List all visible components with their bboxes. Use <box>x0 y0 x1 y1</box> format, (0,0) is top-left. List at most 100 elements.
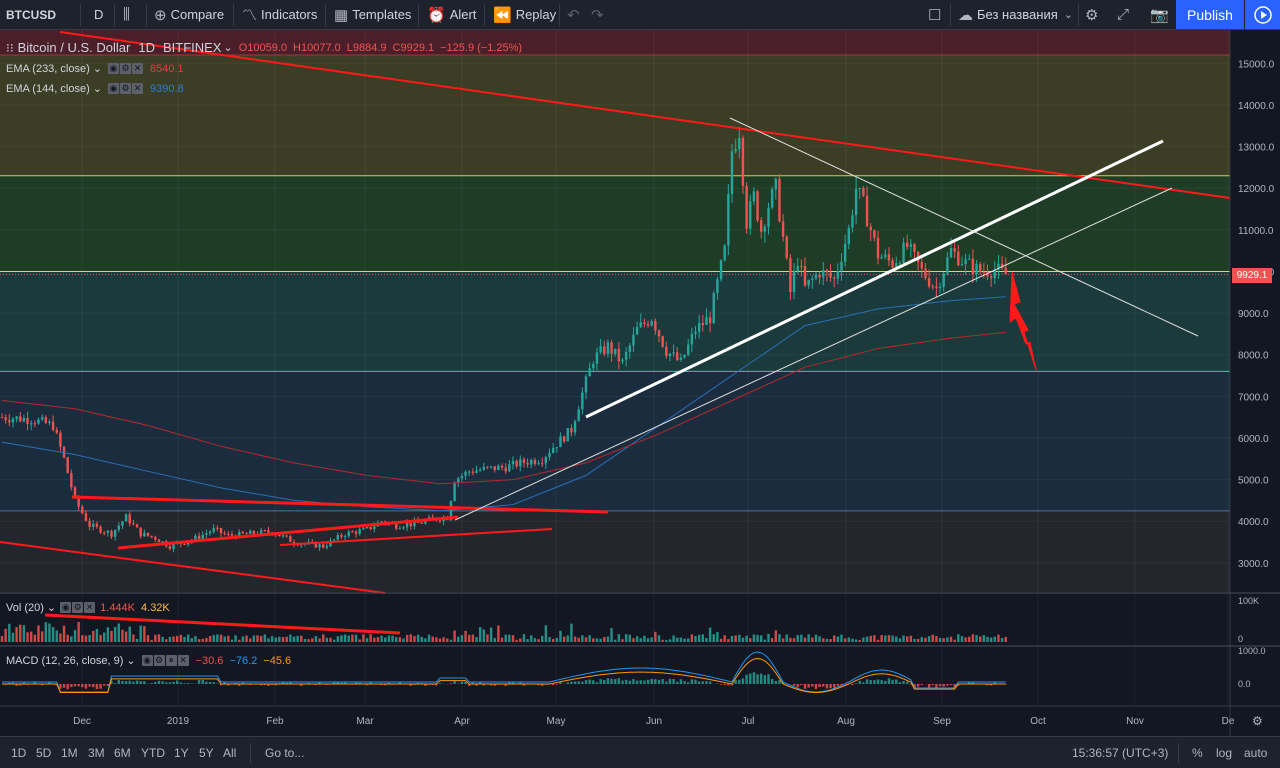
close-icon[interactable]: ✕ <box>177 655 189 666</box>
legend-collapse-icon[interactable]: ⁝⁝ <box>6 40 14 55</box>
candle-body <box>577 409 580 422</box>
range-1y[interactable]: 1Y <box>174 737 189 768</box>
volume-bar <box>730 635 734 642</box>
macd-histogram-bar <box>862 682 865 684</box>
chevron-down-icon[interactable]: ⌄ <box>223 42 233 54</box>
volume-bar <box>774 630 777 642</box>
macd-histogram-bar <box>873 680 876 684</box>
eye-icon[interactable]: ◉ <box>107 63 119 74</box>
candle-body <box>701 322 704 325</box>
range-1m[interactable]: 1M <box>61 737 78 768</box>
price-axis-label: 4000.0 <box>1238 517 1269 528</box>
snapshot-button[interactable]: 📷 <box>1150 0 1173 29</box>
macd-histogram-bar <box>183 683 186 684</box>
interval-button[interactable]: D <box>94 0 103 29</box>
candle-body <box>267 530 270 533</box>
macd-histogram-bar <box>482 684 485 686</box>
price-zone <box>0 510 1230 592</box>
macd-histogram-bar <box>938 684 942 687</box>
volume-bar <box>657 635 661 642</box>
eye-icon[interactable]: ◉ <box>141 655 153 666</box>
gear-icon[interactable]: ⚙ <box>153 655 165 666</box>
range-5d[interactable]: 5D <box>36 737 51 768</box>
volume-bar <box>902 635 905 642</box>
chevron-down-icon[interactable]: ⌄ <box>92 63 102 75</box>
volume-bar <box>416 634 420 642</box>
volume-bar <box>745 635 748 642</box>
settings-button[interactable]: ⚙ <box>1085 0 1102 29</box>
close-icon[interactable]: ✕ <box>131 63 143 74</box>
goto-button[interactable]: Go to... <box>265 737 304 768</box>
macd-histogram-bar <box>727 684 730 686</box>
macd-histogram-bar <box>438 683 442 684</box>
volume-bar <box>942 638 945 642</box>
range-5y[interactable]: 5Y <box>199 737 214 768</box>
publish-button[interactable]: Publish <box>1176 0 1244 29</box>
candle-body <box>843 244 847 262</box>
chart-canvas[interactable]: 15000.014000.013000.012000.011000.010000… <box>0 30 1280 736</box>
range-6m[interactable]: 6M <box>114 737 131 768</box>
eye-icon[interactable]: ◉ <box>107 83 119 94</box>
price-axis-label: 15000.0 <box>1238 59 1275 70</box>
expand-button[interactable]: ⤢ <box>1117 0 1133 29</box>
ema-lines <box>1 296 1006 512</box>
candle-body <box>135 524 139 528</box>
fullscreen-toggle[interactable]: ☐ <box>928 0 945 29</box>
macd-histogram-bar <box>676 681 679 684</box>
chevron-down-icon[interactable]: ⌄ <box>92 83 102 95</box>
chart-style-button[interactable]: ⫼ <box>123 0 134 29</box>
macd-histogram-bar <box>650 678 653 684</box>
volume-bar <box>1004 636 1007 642</box>
range-label: 1M <box>61 745 78 760</box>
macd-histogram-bar <box>471 682 475 684</box>
macd-histogram-bar <box>672 678 675 684</box>
clock[interactable]: 15:36:57 (UTC+3) <box>1072 737 1168 768</box>
layout-menu[interactable]: ☁ Без названия ⌄ <box>958 0 1077 29</box>
volume-bar <box>77 621 80 642</box>
volume-bar <box>588 635 591 642</box>
volume-bar <box>245 635 248 642</box>
auto-toggle[interactable]: auto <box>1244 737 1267 768</box>
play-button[interactable] <box>1245 0 1280 29</box>
undo-button[interactable]: ↶ <box>567 0 584 29</box>
compare-button[interactable]: ⊕ Compare <box>154 0 224 29</box>
legend-close: C9929.1 <box>392 41 435 54</box>
range-ytd[interactable]: YTD <box>141 737 165 768</box>
candle-body <box>362 527 365 530</box>
candle-body <box>183 543 186 545</box>
close-icon[interactable]: ✕ <box>84 602 96 613</box>
range-1d[interactable]: 1D <box>11 737 26 768</box>
eye-icon[interactable]: ◉ <box>60 602 72 613</box>
macd-histogram-bar <box>624 679 628 684</box>
chevron-down-icon[interactable]: ⌄ <box>46 602 57 614</box>
gear-icon[interactable]: ⚙ <box>119 83 131 94</box>
close-icon[interactable]: ✕ <box>131 83 143 94</box>
range-3m[interactable]: 3M <box>88 737 105 768</box>
price-zone <box>0 371 1230 511</box>
symbol-search[interactable]: BTCUSD <box>6 0 56 29</box>
chevron-down-icon[interactable]: ⌄ <box>126 655 136 667</box>
replay-button[interactable]: ⏪ Replay <box>493 0 556 29</box>
percent-toggle[interactable]: % <box>1192 737 1203 768</box>
redo-button[interactable]: ↷ <box>591 0 608 29</box>
candle-body <box>489 466 493 468</box>
macd-histogram-bar <box>179 682 183 684</box>
gear-icon[interactable]: ⚙ <box>119 63 131 74</box>
volume-bar <box>858 639 861 642</box>
log-toggle[interactable]: log <box>1216 737 1232 768</box>
range-all[interactable]: All <box>223 737 236 768</box>
macd-histogram-bar <box>614 679 617 684</box>
templates-button[interactable]: ▦ Templates <box>334 0 411 29</box>
volume-bar <box>1000 637 1004 642</box>
gear-icon: ⚙ <box>1252 714 1263 728</box>
indicators-button[interactable]: 〽 Indicators <box>242 0 317 29</box>
candle-body <box>770 189 774 208</box>
macd-histogram-bar <box>683 681 686 684</box>
gear-icon[interactable]: ⚙ <box>72 602 84 613</box>
pause-icon[interactable]: ⏸ <box>165 655 177 666</box>
alert-button[interactable]: ⏰ Alert <box>427 0 476 29</box>
volume-bar <box>760 635 763 642</box>
bottom-toolbar: 1D 5D 1M 3M 6M YTD 1Y 5Y All Go to... 15… <box>0 736 1280 768</box>
candle-body <box>511 460 515 465</box>
volume-bar <box>256 635 259 642</box>
